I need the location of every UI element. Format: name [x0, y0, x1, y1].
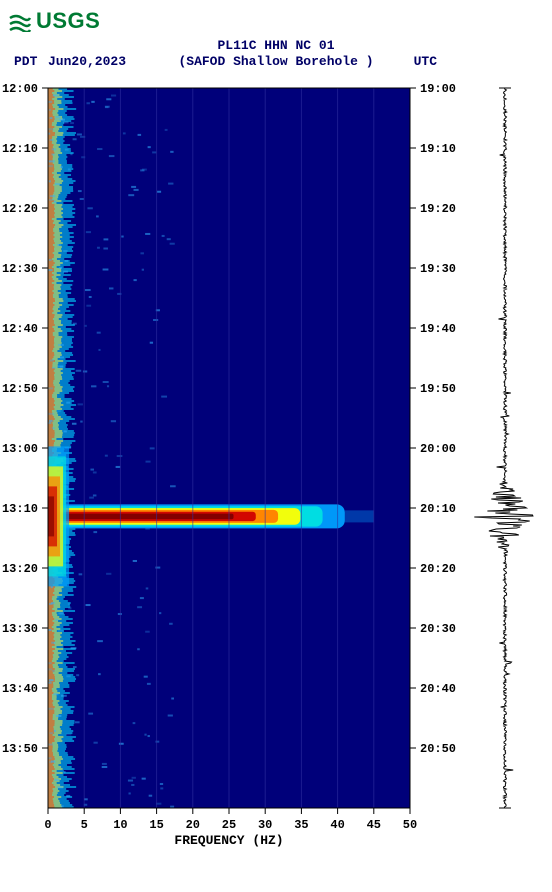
pdt-tick-label: 13:10 — [2, 502, 38, 516]
freq-tick-label: 10 — [113, 818, 127, 832]
pdt-tick-label: 13:30 — [2, 622, 38, 636]
station-title: PL11C HHN NC 01 — [0, 38, 552, 53]
utc-tick-label: 19:20 — [420, 202, 456, 216]
pdt-tick-label: 12:40 — [2, 322, 38, 336]
freq-tick-label: 40 — [330, 818, 344, 832]
usgs-logo: USGS — [8, 8, 100, 34]
freq-tick-label: 5 — [81, 818, 88, 832]
freq-tick-label: 50 — [403, 818, 417, 832]
pdt-tick-label: 12:00 — [2, 82, 38, 96]
right-tz-label: UTC — [414, 54, 437, 69]
freq-tick-label: 15 — [149, 818, 163, 832]
utc-tick-label: 19:10 — [420, 142, 456, 156]
pdt-tick-label: 12:50 — [2, 382, 38, 396]
freq-tick-label: 20 — [186, 818, 200, 832]
pdt-tick-label: 12:10 — [2, 142, 38, 156]
utc-tick-label: 20:40 — [420, 682, 456, 696]
utc-tick-label: 20:00 — [420, 442, 456, 456]
freq-tick-label: 25 — [222, 818, 236, 832]
pdt-tick-label: 13:40 — [2, 682, 38, 696]
pdt-tick-label: 12:30 — [2, 262, 38, 276]
utc-tick-label: 19:40 — [420, 322, 456, 336]
freq-tick-label: 30 — [258, 818, 272, 832]
pdt-tick-label: 13:50 — [2, 742, 38, 756]
utc-tick-label: 20:10 — [420, 502, 456, 516]
pdt-tick-label: 13:00 — [2, 442, 38, 456]
utc-tick-label: 19:50 — [420, 382, 456, 396]
freq-tick-label: 45 — [367, 818, 381, 832]
utc-tick-label: 19:30 — [420, 262, 456, 276]
freq-tick-label: 35 — [294, 818, 308, 832]
freq-tick-label: 0 — [44, 818, 51, 832]
usgs-logo-text: USGS — [36, 8, 100, 33]
seismogram-trace — [474, 88, 533, 808]
pdt-tick-label: 12:20 — [2, 202, 38, 216]
utc-tick-label: 20:20 — [420, 562, 456, 576]
utc-tick-label: 19:00 — [420, 82, 456, 96]
utc-tick-label: 20:30 — [420, 622, 456, 636]
x-axis-label: FREQUENCY (HZ) — [174, 833, 283, 848]
utc-tick-label: 20:50 — [420, 742, 456, 756]
spectrogram-plot: 0 5 10 15 20 25 30 35 40 45 50 FREQUENCY (HZ) 12:00 1… — [0, 80, 552, 892]
pdt-tick-label: 13:20 — [2, 562, 38, 576]
station-subtitle: (SAFOD Shallow Borehole ) — [0, 54, 552, 69]
